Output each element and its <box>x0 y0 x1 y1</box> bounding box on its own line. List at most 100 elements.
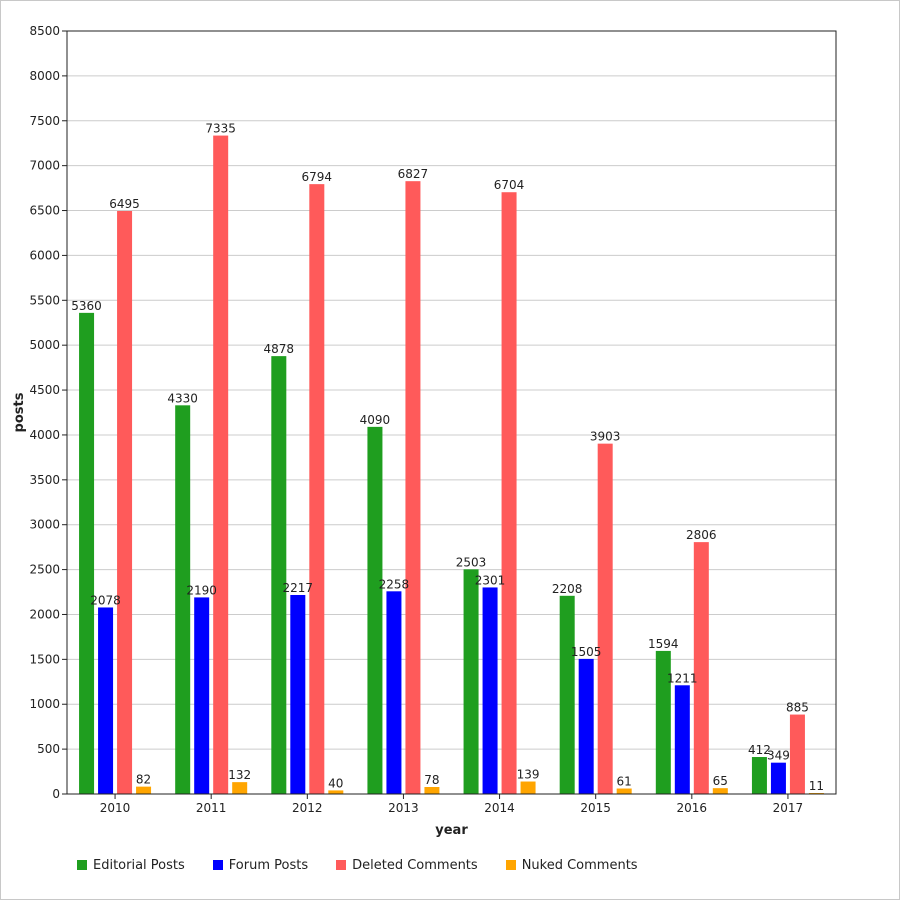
y-axis-title: posts <box>12 392 27 432</box>
legend-swatch <box>212 860 223 870</box>
y-tick-label: 1500 <box>29 652 60 666</box>
bar <box>290 594 306 794</box>
data-label: 2190 <box>186 583 217 597</box>
y-tick-label: 8500 <box>29 24 60 38</box>
data-label: 2078 <box>90 593 121 607</box>
bar <box>463 569 479 794</box>
data-label: 40 <box>328 776 343 790</box>
data-label: 4330 <box>167 391 198 405</box>
data-labels: 5360 2078 6495 82 4330 2190 7335 132 4878 2217 679… <box>71 122 824 793</box>
bar <box>424 786 440 794</box>
data-label: 6704 <box>494 178 525 192</box>
bar <box>597 443 613 794</box>
data-label: 5360 <box>71 299 102 313</box>
y-tick-label: 4000 <box>29 428 60 442</box>
data-label: 349 <box>767 749 790 763</box>
x-axis-ticks: 2010 2011 2012 2013 2014 2015 2016 2017 <box>100 794 803 815</box>
legend-label: Forum Posts <box>228 857 309 873</box>
bar <box>117 210 133 794</box>
legend-swatch <box>336 860 347 870</box>
data-label: 7335 <box>205 122 236 136</box>
bar <box>501 192 517 794</box>
x-tick-label: 2012 <box>292 801 323 815</box>
bar <box>655 650 671 794</box>
bar <box>136 786 152 794</box>
bar <box>578 658 594 794</box>
y-tick-label: 6500 <box>29 204 60 218</box>
data-label: 2217 <box>283 581 314 595</box>
bar <box>194 597 210 794</box>
bars <box>79 135 824 795</box>
data-label: 412 <box>748 743 771 757</box>
x-tick-label: 2016 <box>677 801 708 815</box>
y-tick-label: 5500 <box>29 293 60 307</box>
data-label: 4878 <box>264 342 295 356</box>
legend-label: Nuked Comments <box>521 857 638 873</box>
x-tick-label: 2010 <box>100 801 131 815</box>
bar <box>386 591 402 794</box>
bar <box>559 595 575 794</box>
y-tick-label: 4500 <box>29 383 60 397</box>
data-label: 6827 <box>398 167 429 181</box>
y-tick-label: 7000 <box>29 159 60 173</box>
y-tick-label: 3000 <box>29 518 60 532</box>
bar <box>693 542 709 794</box>
x-tick-label: 2017 <box>773 801 804 815</box>
bar <box>405 181 421 795</box>
legend-item[interactable]: Forum Posts <box>212 857 309 873</box>
bar <box>367 426 383 794</box>
data-label: 82 <box>136 773 151 787</box>
data-label: 65 <box>713 774 728 788</box>
data-label: 1211 <box>667 671 698 685</box>
bar <box>482 587 498 794</box>
plot-area-border <box>66 30 837 795</box>
y-tick-label: 500 <box>37 742 60 756</box>
x-tick-label: 2014 <box>484 801 515 815</box>
legend-item[interactable]: Editorial Posts <box>77 858 185 873</box>
data-label: 11 <box>809 779 824 793</box>
bar <box>712 788 728 794</box>
data-label: 132 <box>228 768 251 782</box>
data-label: 3903 <box>590 430 621 444</box>
legend-label: Deleted Comments <box>352 857 478 873</box>
bar <box>751 757 767 794</box>
x-axis-title: year <box>435 823 468 838</box>
data-label: 6495 <box>109 197 140 211</box>
bar <box>616 788 632 794</box>
y-tick-label: 2500 <box>29 563 60 577</box>
data-label: 2301 <box>475 573 506 587</box>
legend-swatch <box>505 860 516 870</box>
bar <box>271 356 287 794</box>
y-tick-label: 0 <box>52 787 60 801</box>
gridlines <box>67 75 836 750</box>
bar <box>175 405 191 794</box>
data-label: 1594 <box>648 637 679 651</box>
y-tick-label: 2000 <box>29 607 60 621</box>
y-axis-ticks: 0 500 1000 1500 2000 2500 3000 3500 4000 4500 5000… <box>29 24 67 801</box>
bar <box>309 184 325 794</box>
y-tick-label: 1000 <box>29 697 60 711</box>
data-label: 885 <box>786 701 809 715</box>
data-label: 2503 <box>456 555 487 569</box>
bar <box>213 135 229 795</box>
y-tick-label: 7500 <box>29 114 60 128</box>
legend: Editorial Posts Forum Posts Deleted Commen… <box>77 856 666 874</box>
x-tick-label: 2013 <box>388 801 419 815</box>
legend-swatch <box>77 860 87 870</box>
bar <box>770 762 786 794</box>
data-label: 6794 <box>302 170 333 184</box>
data-label: 4090 <box>360 413 391 427</box>
y-tick-label: 3500 <box>29 473 60 487</box>
y-tick-label: 6000 <box>29 248 60 262</box>
legend-item[interactable]: Nuked Comments <box>505 857 638 873</box>
data-label: 2258 <box>379 577 410 591</box>
y-tick-label: 5000 <box>29 338 60 352</box>
data-label: 1505 <box>571 645 602 659</box>
bar <box>232 782 248 794</box>
data-label: 61 <box>617 775 632 789</box>
x-tick-label: 2011 <box>196 801 227 815</box>
bar <box>98 607 114 794</box>
legend-item[interactable]: Deleted Comments <box>336 858 478 873</box>
